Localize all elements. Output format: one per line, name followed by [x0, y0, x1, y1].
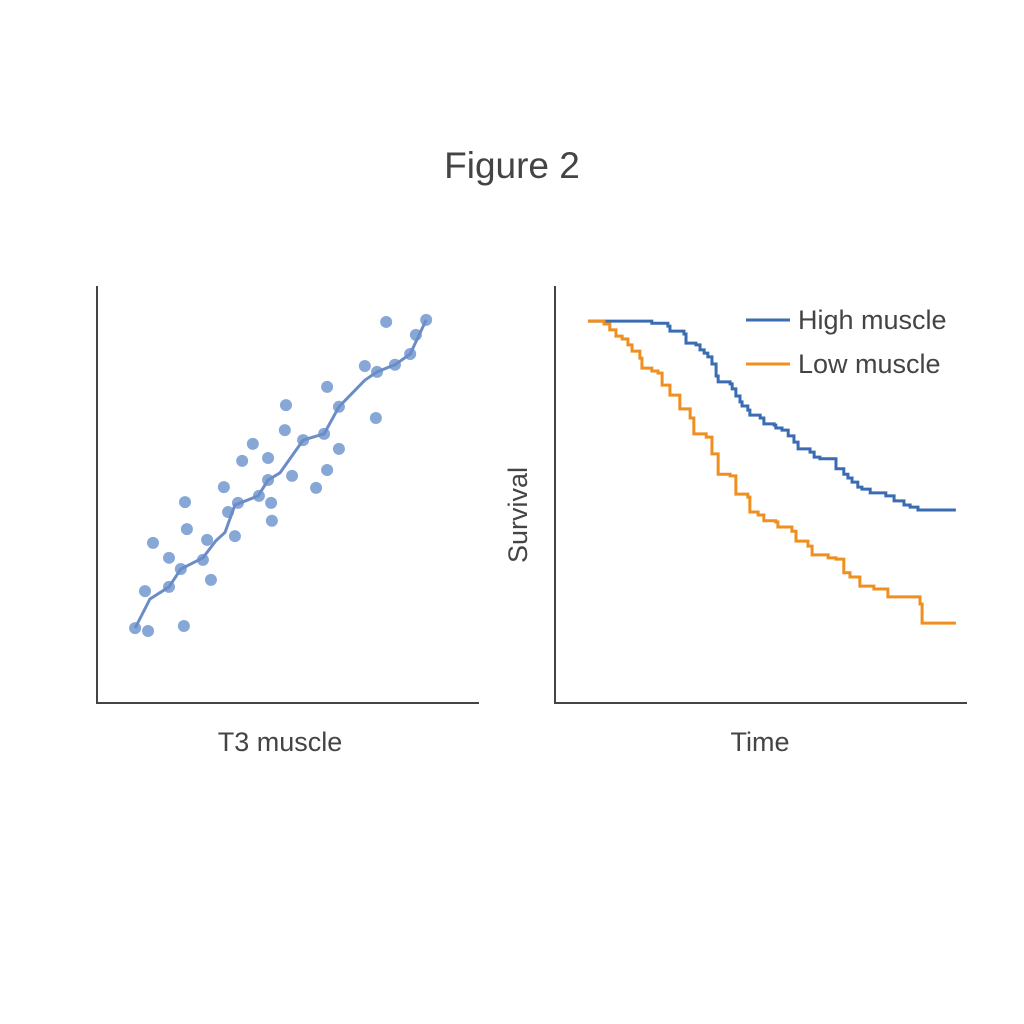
scatter-panel: T3 muscle [96, 286, 479, 757]
scatter-point [139, 585, 152, 598]
trend-line [133, 319, 428, 629]
scatter-point [380, 315, 393, 328]
survival-curve-high [587, 319, 956, 512]
scatter-point [177, 620, 190, 633]
scatter-point [196, 553, 209, 566]
scatter-point [180, 523, 193, 536]
scatter-point [236, 454, 249, 467]
survival-panel: Time Survival High muscle Low muscle [503, 286, 967, 757]
scatter-point [369, 412, 382, 425]
legend-label-high: High muscle [798, 305, 947, 335]
scatter-point [246, 437, 259, 450]
scatter-point [201, 533, 214, 546]
scatter-point [142, 625, 155, 638]
legend-label-low: Low muscle [798, 349, 941, 379]
scatter-point [265, 514, 278, 527]
y-axis-label: Survival [503, 467, 533, 563]
scatter-point [286, 469, 299, 482]
scatter-point [279, 399, 292, 412]
scatter-point [217, 481, 230, 494]
survival-curve-low [587, 319, 956, 625]
x-axis-label: Time [731, 727, 790, 757]
scatter-point [321, 464, 334, 477]
scatter-point [147, 536, 160, 549]
scatter-point [278, 424, 291, 437]
scatter-point [204, 573, 217, 586]
scatter-point [228, 530, 241, 543]
scatter-point [310, 481, 323, 494]
scatter-point [332, 442, 345, 455]
scatter-point [358, 360, 371, 373]
scatter-point [163, 551, 176, 564]
legend: High muscle Low muscle [746, 305, 947, 379]
x-axis-label: T3 muscle [218, 727, 343, 757]
scatter-point [321, 380, 334, 393]
scatter-point [179, 496, 192, 509]
figure-title: Figure 2 [444, 145, 580, 186]
scatter-point [265, 496, 278, 509]
scatter-point [262, 451, 275, 464]
